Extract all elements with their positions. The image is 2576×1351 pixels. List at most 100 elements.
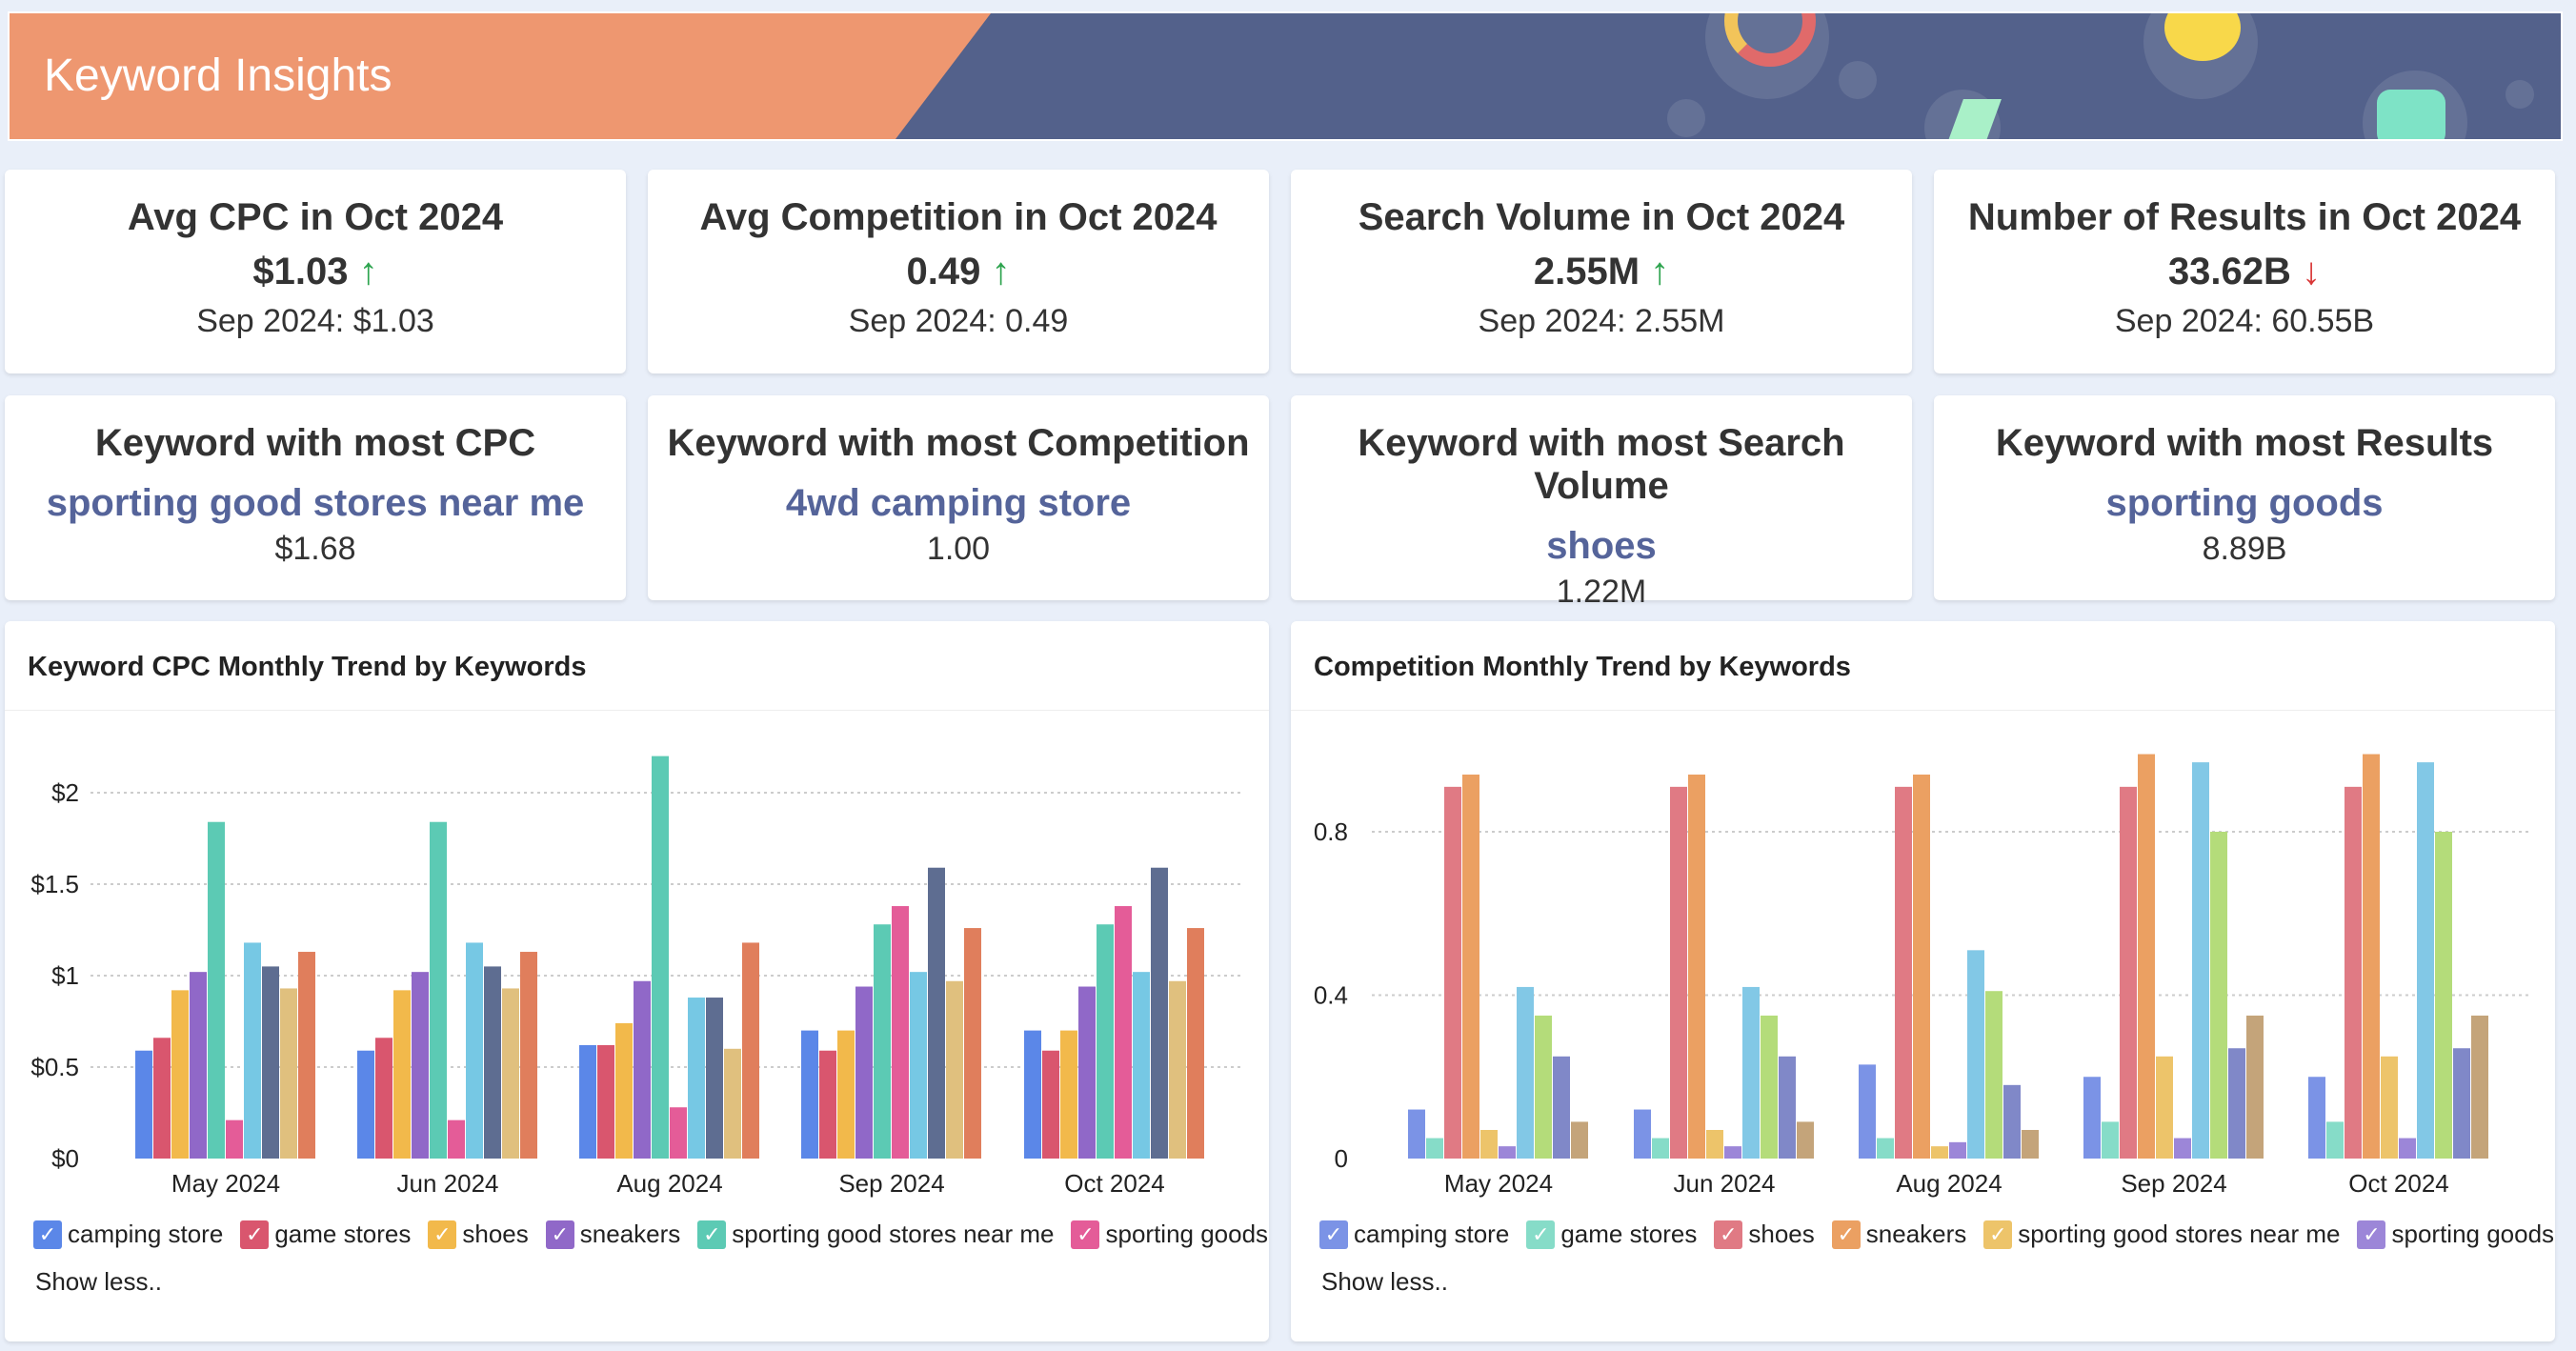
legend-item[interactable]: ✓ camping store <box>1319 1220 1509 1249</box>
checkbox-checked-icon[interactable]: ✓ <box>697 1220 727 1249</box>
bar[interactable] <box>484 966 501 1159</box>
bar[interactable] <box>208 821 225 1159</box>
bar[interactable] <box>892 906 909 1159</box>
bar[interactable] <box>634 980 651 1159</box>
bar[interactable] <box>819 1050 836 1159</box>
bar[interactable] <box>412 972 429 1159</box>
bar[interactable] <box>1078 986 1096 1159</box>
bar[interactable] <box>964 928 981 1159</box>
checkbox-checked-icon[interactable]: ✓ <box>545 1220 574 1249</box>
bar[interactable] <box>2156 1056 2173 1159</box>
bar[interactable] <box>1797 1121 1814 1159</box>
bar[interactable] <box>874 924 891 1159</box>
legend-item[interactable]: ✓ shoes <box>1714 1220 1815 1249</box>
bar[interactable] <box>2326 1121 2344 1159</box>
bar[interactable] <box>393 990 411 1159</box>
bar[interactable] <box>742 942 759 1159</box>
top-keyword-link[interactable]: sporting goods <box>2105 482 2384 524</box>
bar[interactable] <box>1408 1109 1425 1159</box>
bar[interactable] <box>1133 972 1150 1159</box>
bar[interactable] <box>652 756 669 1159</box>
bar[interactable] <box>688 998 705 1159</box>
bar[interactable] <box>226 1119 243 1159</box>
bar[interactable] <box>2417 762 2434 1159</box>
bar[interactable] <box>280 988 297 1159</box>
checkbox-checked-icon[interactable]: ✓ <box>2357 1220 2386 1249</box>
bar[interactable] <box>1670 786 1687 1159</box>
bar[interactable] <box>375 1038 392 1159</box>
bar[interactable] <box>1761 1015 1778 1159</box>
legend-item[interactable]: ✓ game stores <box>1526 1220 1697 1249</box>
bar[interactable] <box>1024 1030 1041 1159</box>
bar[interactable] <box>520 952 537 1159</box>
bar[interactable] <box>801 1030 818 1159</box>
bar[interactable] <box>1042 1050 1059 1159</box>
bar[interactable] <box>262 966 279 1159</box>
checkbox-checked-icon[interactable]: ✓ <box>1714 1220 1743 1249</box>
bar[interactable] <box>615 1022 633 1159</box>
bar[interactable] <box>2102 1121 2119 1159</box>
top-keyword-link[interactable]: sporting good stores near me <box>46 482 585 524</box>
bar[interactable] <box>2345 786 2362 1159</box>
bar[interactable] <box>928 867 945 1159</box>
bar[interactable] <box>2192 762 2209 1159</box>
bar[interactable] <box>1859 1064 1876 1159</box>
bar[interactable] <box>153 1038 171 1159</box>
bar[interactable] <box>1115 906 1132 1159</box>
bar[interactable] <box>2435 832 2452 1159</box>
bar[interactable] <box>1060 1030 1077 1159</box>
bar[interactable] <box>1553 1056 1570 1159</box>
checkbox-checked-icon[interactable]: ✓ <box>33 1220 62 1249</box>
checkbox-checked-icon[interactable]: ✓ <box>1983 1220 2013 1249</box>
bar[interactable] <box>298 952 315 1159</box>
bar[interactable] <box>1634 1109 1651 1159</box>
bar[interactable] <box>1571 1121 1588 1159</box>
bar[interactable] <box>1949 1141 1966 1159</box>
bar[interactable] <box>1931 1146 1948 1159</box>
bar[interactable] <box>2363 754 2380 1159</box>
bar[interactable] <box>1706 1129 1723 1159</box>
legend-item[interactable]: ✓ game stores <box>240 1220 411 1249</box>
bar[interactable] <box>1517 986 1534 1159</box>
bar[interactable] <box>1169 980 1186 1159</box>
bar[interactable] <box>1151 867 1168 1159</box>
bar[interactable] <box>724 1048 741 1159</box>
bar[interactable] <box>1462 774 1479 1159</box>
checkbox-checked-icon[interactable]: ✓ <box>1319 1220 1348 1249</box>
bar[interactable] <box>2471 1015 2488 1159</box>
bar[interactable] <box>2022 1129 2039 1159</box>
top-keyword-link[interactable]: shoes <box>1546 525 1657 567</box>
bar[interactable] <box>837 1030 855 1159</box>
bar[interactable] <box>2228 1048 2245 1159</box>
bar[interactable] <box>2120 786 2137 1159</box>
bar[interactable] <box>2399 1138 2416 1159</box>
legend-item[interactable]: ✓ sneakers <box>545 1220 680 1249</box>
checkbox-checked-icon[interactable]: ✓ <box>428 1220 457 1249</box>
checkbox-checked-icon[interactable]: ✓ <box>1071 1220 1100 1249</box>
bar[interactable] <box>2453 1048 2470 1159</box>
bar[interactable] <box>244 942 261 1159</box>
legend-item[interactable]: ✓ sporting goods <box>2357 1220 2554 1249</box>
checkbox-checked-icon[interactable]: ✓ <box>1526 1220 1556 1249</box>
legend-item[interactable]: ✓ camping store <box>33 1220 223 1249</box>
bar[interactable] <box>855 986 873 1159</box>
bar[interactable] <box>2308 1077 2325 1159</box>
bar[interactable] <box>1967 950 1984 1159</box>
bar[interactable] <box>2210 832 2227 1159</box>
bar[interactable] <box>2174 1138 2191 1159</box>
bar[interactable] <box>135 1050 152 1159</box>
show-less-link[interactable]: Show less.. <box>1321 1267 1448 1296</box>
bar[interactable] <box>1480 1129 1498 1159</box>
legend-item[interactable]: ✓ sporting good stores near me <box>1983 1220 2340 1249</box>
bar[interactable] <box>1742 986 1760 1159</box>
bar[interactable] <box>2083 1077 2101 1159</box>
bar[interactable] <box>2138 754 2155 1159</box>
bar[interactable] <box>1652 1138 1669 1159</box>
bar[interactable] <box>1097 924 1114 1159</box>
bar[interactable] <box>466 942 483 1159</box>
bar[interactable] <box>1724 1146 1741 1159</box>
bar[interactable] <box>448 1119 465 1159</box>
bar[interactable] <box>171 990 189 1159</box>
legend-item[interactable]: ✓ sporting goods <box>1071 1220 1268 1249</box>
bar[interactable] <box>2381 1056 2398 1159</box>
